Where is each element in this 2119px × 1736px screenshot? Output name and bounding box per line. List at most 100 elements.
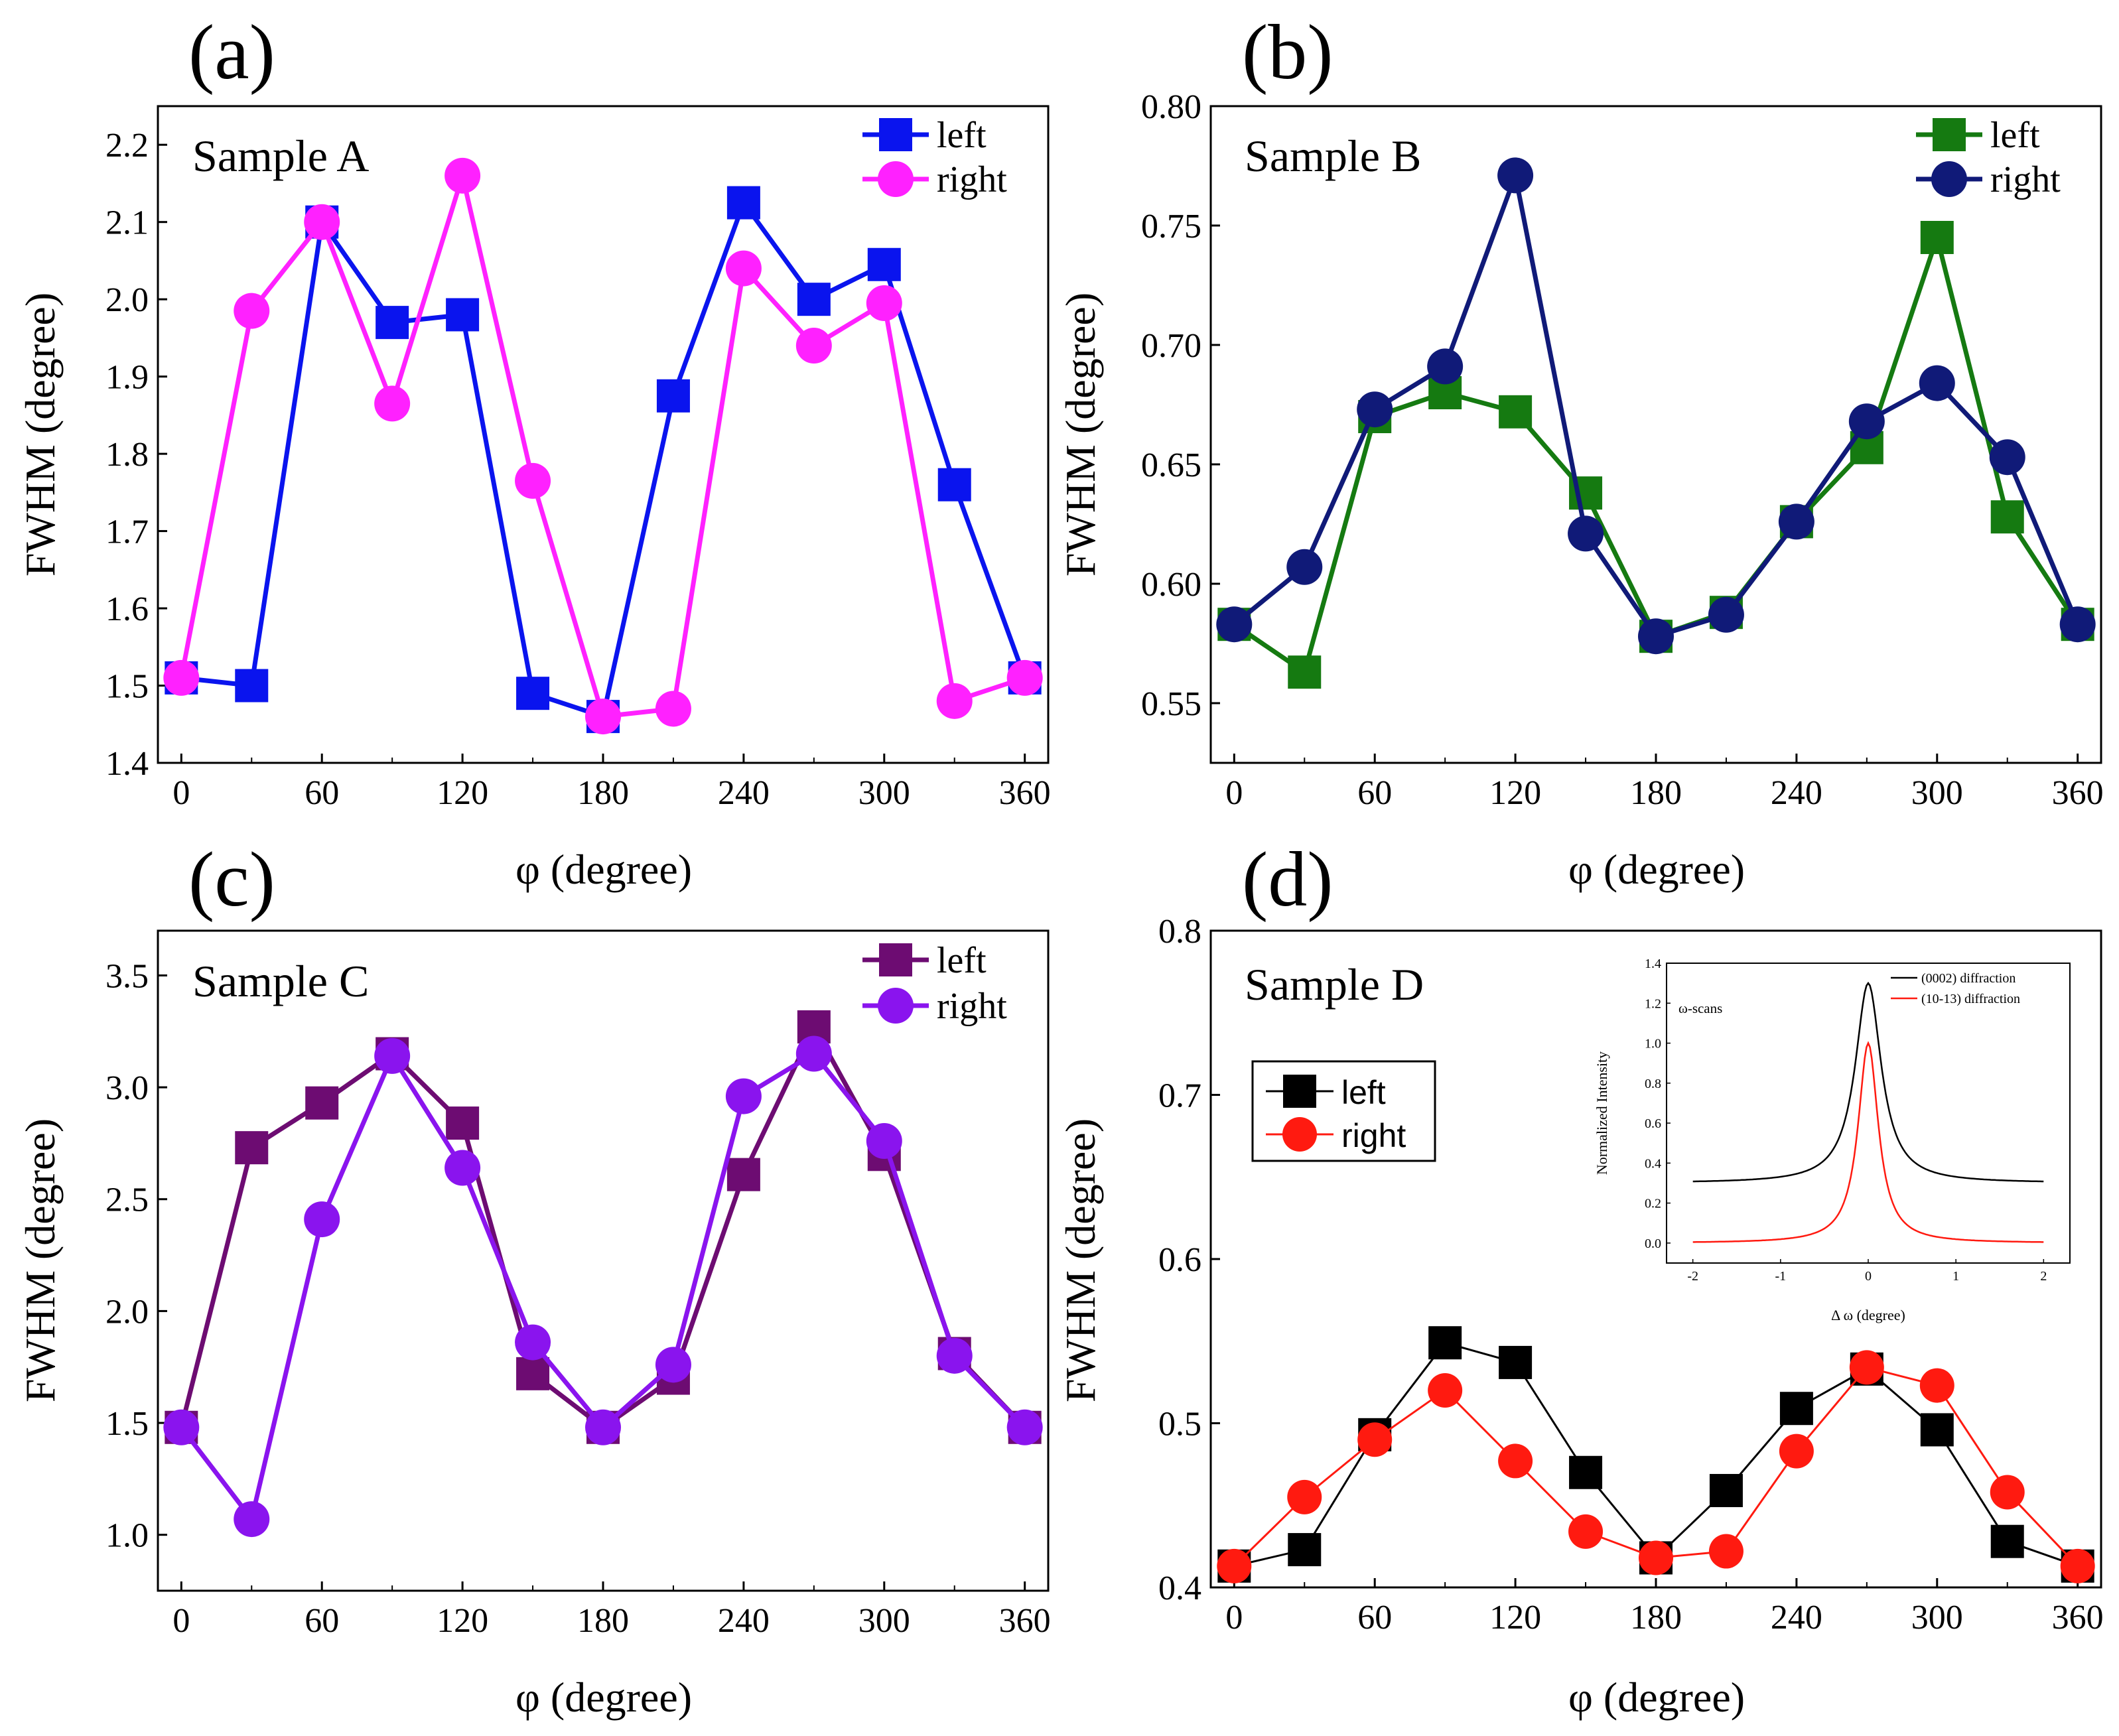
inset-y-tick-label: 0.8: [1645, 1077, 1661, 1091]
data-point-right: [795, 328, 832, 364]
data-point-right: [234, 293, 270, 329]
x-axis-label: φ (degree): [515, 1674, 692, 1721]
x-tick-label: 0: [1225, 1599, 1243, 1636]
inset-y-axis-label: Normalized Intensity: [1594, 1051, 1610, 1175]
data-point-left: [1990, 500, 2024, 534]
data-point-right: [1357, 391, 1393, 428]
data-point-right: [163, 1409, 200, 1445]
y-axis-label: FWHM (degree): [17, 293, 64, 576]
data-point-right: [1708, 1534, 1743, 1569]
plot-frame: [1209, 105, 2102, 764]
x-tick-label: 360: [2052, 1599, 2104, 1636]
x-axis-label: φ (degree): [515, 846, 692, 893]
data-point-left: [1779, 1392, 1813, 1426]
data-point-left: [937, 468, 971, 501]
x-tick-label: 300: [858, 774, 910, 812]
data-point-right: [1216, 606, 1253, 643]
data-point-right: [725, 250, 762, 287]
x-tick-label: 360: [999, 774, 1051, 812]
data-point-left: [1499, 395, 1533, 429]
inset-y-tick-label: 1.0: [1645, 1037, 1661, 1051]
x-tick-label: 180: [577, 774, 629, 812]
inset-x-tick-label: -2: [1687, 1269, 1698, 1284]
legend-marker-right: [878, 161, 914, 197]
y-tick-label: 2.5: [105, 1181, 149, 1219]
y-axis-label: FWHM (degree): [1057, 1118, 1104, 1402]
panel-a: (a) 0 60 120 180 240 300 360 1.4 1.5 1.6 1.7 1.8 1.9…: [17, 9, 1051, 893]
legend-box: [1251, 1060, 1436, 1162]
data-point-right: [163, 659, 200, 696]
x-tick-label: 120: [1489, 1599, 1541, 1636]
data-point-right: [1708, 596, 1744, 633]
data-point-right: [585, 699, 621, 735]
data-point-right: [1848, 403, 1885, 440]
data-point-right: [2060, 1548, 2095, 1583]
data-point-left: [1288, 1533, 1322, 1567]
x-tick-label: 120: [437, 774, 488, 812]
data-point-right: [725, 1078, 762, 1114]
x-tick-label: 240: [1771, 1599, 1822, 1636]
data-point-left: [1288, 655, 1322, 689]
data-point-right: [1006, 1409, 1043, 1445]
inset-series-line-1: [1692, 1041, 2044, 1243]
data-point-right: [1427, 348, 1464, 385]
data-point-right: [866, 1123, 902, 1160]
sample-annotation: Sample D: [1245, 959, 1424, 1010]
data-point-left: [376, 306, 409, 340]
y-tick-label: 1.6: [105, 590, 149, 628]
data-point-right: [1498, 1443, 1533, 1479]
series-line-left: [1233, 235, 2080, 675]
data-point-right: [1989, 439, 2025, 476]
data-point-right: [1919, 1368, 1954, 1403]
x-tick-label: 60: [1357, 1599, 1392, 1636]
data-point-left: [1569, 1455, 1603, 1489]
legend: left right: [862, 940, 1007, 1027]
data-point-left: [235, 669, 269, 702]
data-point-right: [1568, 1514, 1604, 1549]
data-point-right: [1638, 618, 1674, 655]
y-tick-label: 0.60: [1141, 566, 1201, 604]
y-tick-label: 3.0: [105, 1069, 149, 1107]
x-tick-label: 120: [437, 1602, 488, 1640]
inset-x-tick-label: -1: [1775, 1269, 1786, 1284]
data-point-right: [655, 691, 691, 727]
data-point-right: [1779, 1434, 1814, 1469]
x-axis-label: φ (degree): [1568, 1674, 1745, 1721]
y-tick-label: 0.6: [1158, 1241, 1201, 1279]
legend-label-right: right: [937, 986, 1007, 1027]
data-point-right: [936, 683, 973, 719]
data-point-left: [867, 247, 901, 281]
inset-legend-label-1: (10-13) diffraction: [1921, 992, 2020, 1006]
x-tick-label: 180: [1630, 1599, 1682, 1636]
sample-annotation: Sample A: [192, 131, 369, 181]
y-axis-label: FWHM (degree): [17, 1118, 64, 1402]
y-tick-label: 3.5: [105, 957, 149, 995]
y-tick-label: 1.0: [105, 1517, 149, 1555]
data-point-right: [1286, 549, 1323, 585]
y-tick-label: 2.1: [105, 204, 149, 242]
data-point-right: [1287, 1479, 1322, 1514]
data-point-right: [585, 1409, 621, 1445]
data-point-right: [1849, 1350, 1884, 1385]
y-tick-label: 0.75: [1141, 208, 1201, 245]
data-point-right: [1639, 1540, 1673, 1575]
panel-label: (b): [1242, 9, 1333, 96]
inset-y-tick-label: 0.6: [1645, 1116, 1661, 1131]
data-point-left: [1709, 1473, 1743, 1507]
data-point-left: [797, 283, 831, 316]
y-tick-label: 0.70: [1141, 327, 1201, 365]
y-tick-label: 0.55: [1141, 685, 1201, 723]
legend-label-left: left: [937, 115, 987, 156]
inset-y-tick-label: 1.2: [1645, 996, 1661, 1011]
sample-annotation: Sample B: [1245, 131, 1421, 181]
x-tick-label: 240: [718, 774, 770, 812]
inset-x-tick-label: 2: [2040, 1269, 2047, 1284]
legend-marker-left: [879, 118, 912, 151]
data-point-left: [235, 1131, 269, 1165]
data-point-right: [655, 1347, 691, 1383]
x-tick-label: 300: [858, 1602, 910, 1640]
x-tick-label: 120: [1489, 774, 1541, 812]
inset-annotation: ω-scans: [1678, 1000, 1722, 1016]
data-point-right: [866, 285, 902, 321]
data-point-right: [1778, 503, 1814, 540]
